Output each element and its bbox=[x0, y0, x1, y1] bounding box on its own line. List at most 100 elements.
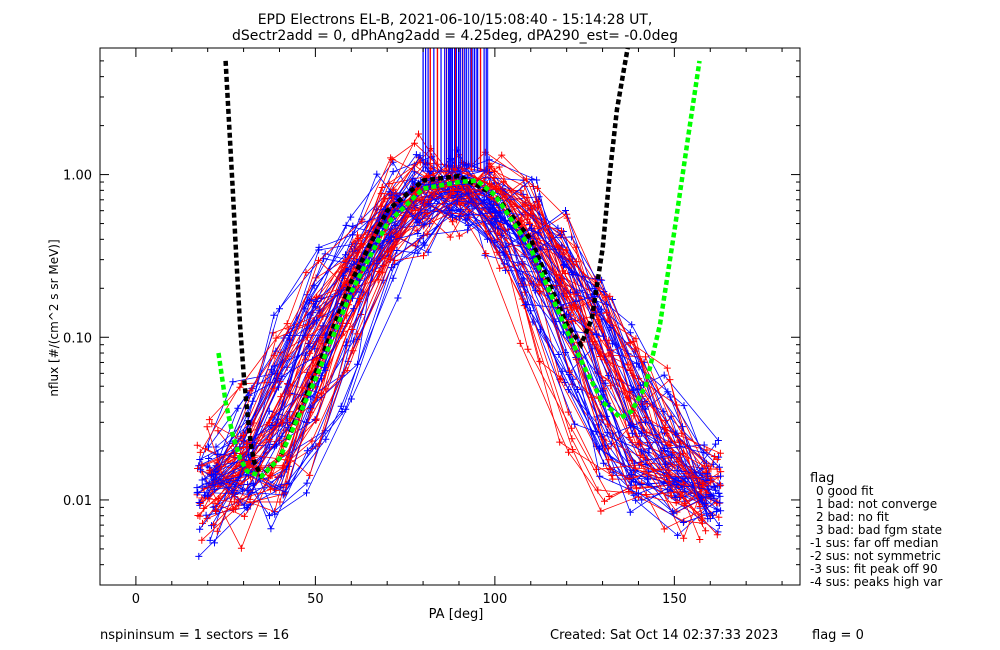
data-point bbox=[606, 465, 614, 473]
data-point bbox=[631, 345, 639, 353]
data-point bbox=[322, 385, 330, 393]
data-point bbox=[667, 451, 675, 459]
data-point bbox=[707, 478, 715, 486]
data-point bbox=[714, 528, 722, 536]
data-point bbox=[660, 371, 668, 379]
data-point bbox=[571, 420, 579, 428]
data-point bbox=[630, 422, 638, 430]
data-point bbox=[536, 287, 544, 295]
data-point bbox=[302, 351, 310, 359]
data-point bbox=[636, 451, 644, 459]
data-point bbox=[491, 215, 499, 223]
data-point bbox=[198, 461, 206, 469]
data-point bbox=[712, 486, 720, 494]
data-point bbox=[268, 366, 275, 374]
data-point bbox=[321, 250, 329, 258]
data-point bbox=[195, 499, 203, 506]
data-point bbox=[203, 423, 211, 431]
data-point bbox=[421, 241, 429, 249]
green-fit bbox=[216, 60, 702, 479]
legend-item: -4 sus: peaks high var bbox=[810, 575, 943, 589]
data-point bbox=[210, 467, 218, 475]
data-layer bbox=[193, 48, 725, 560]
data-point bbox=[423, 210, 431, 218]
data-point bbox=[214, 451, 222, 459]
data-point bbox=[245, 391, 253, 399]
data-point bbox=[716, 499, 724, 507]
data-point bbox=[568, 306, 576, 314]
x-tick-label: 150 bbox=[662, 592, 687, 607]
data-point bbox=[569, 446, 577, 454]
data-point bbox=[495, 163, 503, 171]
data-point bbox=[630, 337, 638, 345]
footer-spin-info: nspininsum = 1 sectors = 16 bbox=[100, 628, 289, 643]
data-point bbox=[283, 363, 291, 371]
y-axis-label: nflux [#/(cm^2 s sr MeV)] bbox=[47, 239, 61, 396]
data-point bbox=[704, 470, 712, 478]
data-point bbox=[373, 170, 381, 178]
data-point bbox=[229, 378, 237, 386]
data-point bbox=[717, 507, 725, 515]
data-point bbox=[415, 130, 422, 138]
data-point bbox=[356, 295, 364, 303]
data-point bbox=[347, 213, 355, 221]
data-point bbox=[642, 491, 650, 499]
data-point bbox=[283, 320, 291, 328]
data-point bbox=[670, 509, 678, 517]
data-point bbox=[631, 478, 639, 486]
data-point bbox=[712, 440, 720, 448]
data-point bbox=[381, 254, 389, 262]
data-point bbox=[713, 531, 721, 539]
data-point bbox=[559, 250, 567, 258]
data-point bbox=[534, 184, 541, 192]
data-point bbox=[411, 139, 418, 147]
data-point bbox=[423, 230, 431, 238]
data-point bbox=[450, 176, 458, 184]
data-point bbox=[313, 415, 321, 423]
data-point bbox=[625, 433, 633, 441]
data-point bbox=[537, 220, 545, 228]
data-point bbox=[205, 443, 212, 451]
fit-layer bbox=[216, 48, 702, 480]
data-point bbox=[665, 466, 673, 474]
data-point bbox=[714, 437, 722, 444]
data-point bbox=[201, 491, 208, 499]
data-point bbox=[674, 467, 682, 475]
footer-flag: flag = 0 bbox=[812, 628, 864, 643]
data-point bbox=[667, 492, 675, 500]
data-point bbox=[243, 439, 251, 447]
data-point bbox=[321, 364, 328, 372]
data-point bbox=[564, 386, 572, 394]
legend-item: 2 bad: no fit bbox=[816, 510, 889, 524]
data-point bbox=[596, 353, 604, 360]
data-point bbox=[669, 480, 677, 488]
x-tick-label: 100 bbox=[482, 592, 507, 607]
data-point bbox=[717, 472, 724, 480]
data-point bbox=[240, 512, 248, 520]
data-point bbox=[565, 448, 572, 456]
legend-item: -1 sus: far off median bbox=[810, 536, 938, 550]
data-point bbox=[711, 483, 719, 491]
data-point bbox=[229, 505, 237, 513]
data-point bbox=[200, 504, 208, 512]
data-point bbox=[520, 283, 528, 291]
data-point bbox=[315, 243, 323, 251]
data-point bbox=[271, 510, 279, 518]
data-point bbox=[522, 300, 530, 308]
data-point bbox=[303, 489, 310, 497]
data-point bbox=[343, 319, 351, 327]
data-point bbox=[391, 257, 399, 265]
data-point bbox=[387, 154, 395, 162]
data-point bbox=[354, 235, 362, 242]
data-point bbox=[640, 468, 648, 476]
data-point bbox=[378, 268, 386, 276]
data-point bbox=[315, 256, 322, 264]
data-point bbox=[322, 435, 330, 443]
data-point bbox=[625, 475, 633, 483]
data-point bbox=[482, 173, 490, 181]
data-point bbox=[387, 233, 395, 241]
data-point bbox=[389, 274, 397, 282]
data-point bbox=[338, 408, 346, 415]
data-point bbox=[556, 438, 564, 446]
data-point bbox=[267, 525, 275, 533]
